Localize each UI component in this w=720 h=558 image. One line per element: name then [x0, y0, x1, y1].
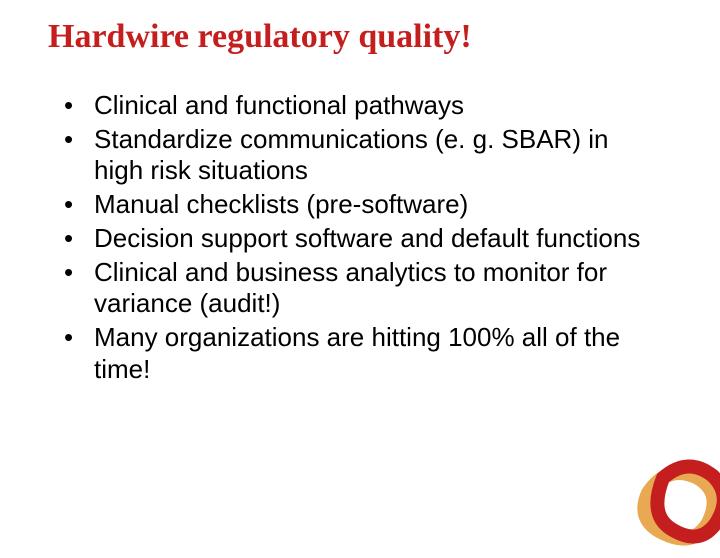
list-item: Manual checklists (pre-software): [54, 189, 660, 221]
list-item: Clinical and functional pathways: [54, 90, 660, 122]
bullet-list: Clinical and functional pathways Standar…: [0, 56, 720, 385]
slide-title: Hardwire regulatory quality!: [0, 0, 720, 56]
list-item: Clinical and business analytics to monit…: [54, 257, 660, 320]
list-item: Decision support software and default fu…: [54, 223, 660, 255]
logo-icon: [618, 438, 720, 558]
list-item: Standardize communications (e. g. SBAR) …: [54, 124, 660, 187]
list-item: Many organizations are hitting 100% all …: [54, 322, 660, 385]
